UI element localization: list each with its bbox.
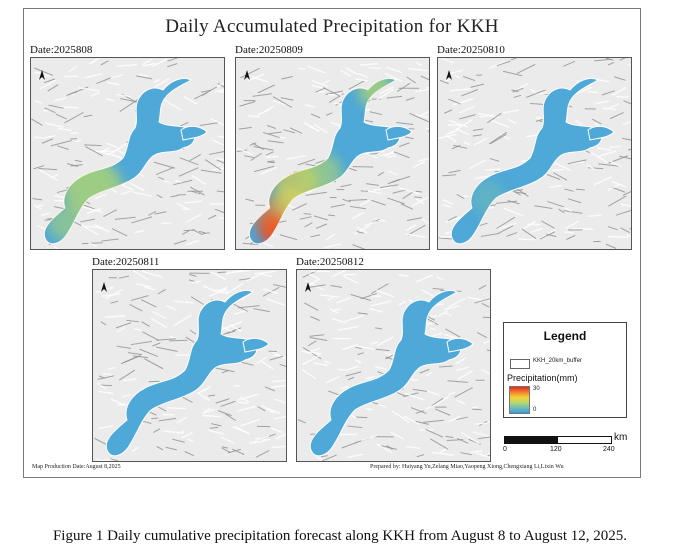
north-arrow-icon [446, 70, 452, 80]
prepared-by: Prepared by: Huiyang Yu,Zelang Miao,Yaop… [370, 464, 564, 470]
precip-panel: Date:2025808 [30, 44, 225, 251]
panel-map [30, 57, 225, 250]
panel-date-label: Date:2025808 [30, 44, 93, 56]
north-arrow-icon [101, 282, 107, 292]
scale-tick: 120 [550, 446, 562, 453]
relief-map [31, 58, 224, 249]
ramp-max-label: 30 [533, 386, 540, 392]
panel-map [92, 269, 287, 462]
panel-map [235, 57, 430, 250]
precip-panel: Date:20250810 [437, 44, 632, 251]
scale-unit: km [614, 432, 628, 443]
panel-date-label: Date:20250809 [235, 44, 303, 56]
legend-title: Legend [543, 329, 587, 343]
precip-panel: Date:20250812 [296, 256, 491, 463]
precip-panel: Date:20250809 [235, 44, 430, 251]
north-arrow-icon [305, 282, 311, 292]
kkh-buffer-corridor [105, 289, 270, 457]
scale-bar [504, 436, 612, 444]
scale-tick: 240 [603, 446, 615, 453]
color-ramp [509, 386, 530, 414]
north-arrow-icon [39, 70, 45, 80]
terrain-relief [94, 270, 286, 461]
terrain-relief [438, 58, 631, 249]
ramp-min-label: 0 [533, 407, 537, 413]
production-date: Map Production Date:August 8,2025 [32, 464, 121, 470]
panel-date-label: Date:20250811 [92, 256, 160, 268]
relief-map [93, 270, 286, 461]
panel-date-label: Date:20250812 [296, 256, 364, 268]
precip-panel: Date:20250811 [92, 256, 287, 463]
figure-caption: Figure 1 Daily cumulative precipitation … [52, 528, 628, 544]
map-title: Daily Accumulated Precipitation for KKH [165, 16, 499, 37]
relief-map [297, 270, 490, 461]
north-arrow-icon [244, 70, 250, 80]
legend: Legend KKH_20km_buffer Precipitation(mm)… [503, 322, 627, 418]
precipitation-title: Precipitation(mm) [507, 373, 578, 383]
panel-map [437, 57, 632, 250]
scale-tick: 0 [503, 446, 507, 453]
buffer-swatch [510, 359, 530, 369]
panel-date-label: Date:20250810 [437, 44, 505, 56]
panel-map [296, 269, 491, 462]
relief-map [236, 58, 429, 249]
relief-map [438, 58, 631, 249]
buffer-label: KKH_20km_buffer [533, 358, 582, 364]
kkh-buffer-corridor [309, 289, 474, 457]
